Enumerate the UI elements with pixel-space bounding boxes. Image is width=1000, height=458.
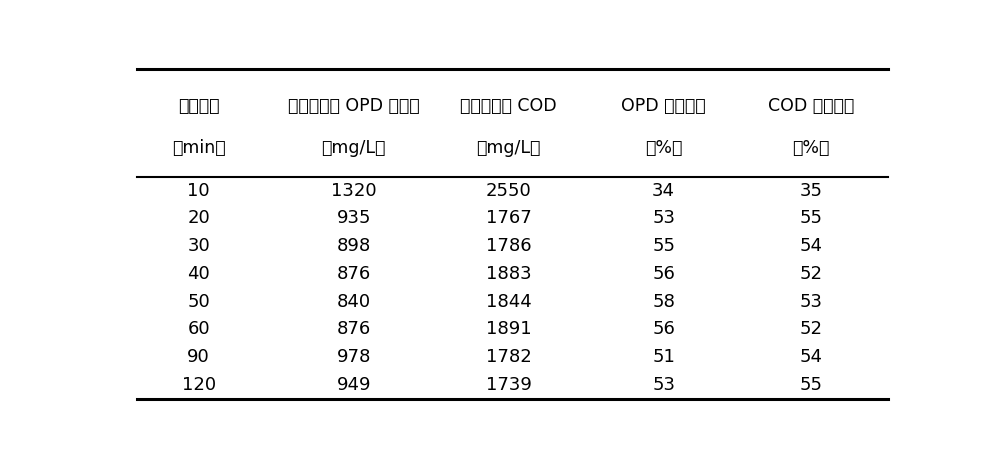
Text: 58: 58	[652, 293, 675, 311]
Text: 1883: 1883	[486, 265, 531, 283]
Text: 2550: 2550	[486, 181, 532, 200]
Text: （%）: （%）	[645, 139, 682, 158]
Text: 935: 935	[336, 209, 371, 227]
Text: 949: 949	[336, 376, 371, 394]
Text: 54: 54	[799, 348, 822, 366]
Text: 1782: 1782	[486, 348, 532, 366]
Text: 90: 90	[187, 348, 210, 366]
Text: COD 的去除率: COD 的去除率	[768, 97, 854, 115]
Text: 54: 54	[799, 237, 822, 255]
Text: 978: 978	[336, 348, 371, 366]
Text: 52: 52	[799, 265, 822, 283]
Text: 55: 55	[799, 209, 822, 227]
Text: 876: 876	[336, 265, 371, 283]
Text: 53: 53	[652, 209, 675, 227]
Text: 840: 840	[337, 293, 371, 311]
Text: 876: 876	[336, 321, 371, 338]
Text: 60: 60	[187, 321, 210, 338]
Text: 10: 10	[187, 181, 210, 200]
Text: 55: 55	[652, 237, 675, 255]
Text: 20: 20	[187, 209, 210, 227]
Text: 35: 35	[799, 181, 822, 200]
Text: （mg/L）: （mg/L）	[321, 139, 386, 158]
Text: 34: 34	[652, 181, 675, 200]
Text: 53: 53	[799, 293, 822, 311]
Text: 1891: 1891	[486, 321, 531, 338]
Text: 1786: 1786	[486, 237, 531, 255]
Text: 经处理水中 OPD 的浓度: 经处理水中 OPD 的浓度	[288, 97, 419, 115]
Text: 50: 50	[187, 293, 210, 311]
Text: 56: 56	[652, 265, 675, 283]
Text: 1767: 1767	[486, 209, 532, 227]
Text: （mg/L）: （mg/L）	[476, 139, 541, 158]
Text: （min）: （min）	[172, 139, 225, 158]
Text: 40: 40	[187, 265, 210, 283]
Text: 52: 52	[799, 321, 822, 338]
Text: （%）: （%）	[792, 139, 830, 158]
Text: OPD 的去除率: OPD 的去除率	[621, 97, 706, 115]
Text: 56: 56	[652, 321, 675, 338]
Text: 55: 55	[799, 376, 822, 394]
Text: 反应时间: 反应时间	[178, 97, 219, 115]
Text: 51: 51	[652, 348, 675, 366]
Text: 1320: 1320	[331, 181, 376, 200]
Text: 1739: 1739	[486, 376, 532, 394]
Text: 898: 898	[336, 237, 371, 255]
Text: 1844: 1844	[486, 293, 532, 311]
Text: 120: 120	[182, 376, 216, 394]
Text: 53: 53	[652, 376, 675, 394]
Text: 30: 30	[187, 237, 210, 255]
Text: 经处理水的 COD: 经处理水的 COD	[460, 97, 557, 115]
